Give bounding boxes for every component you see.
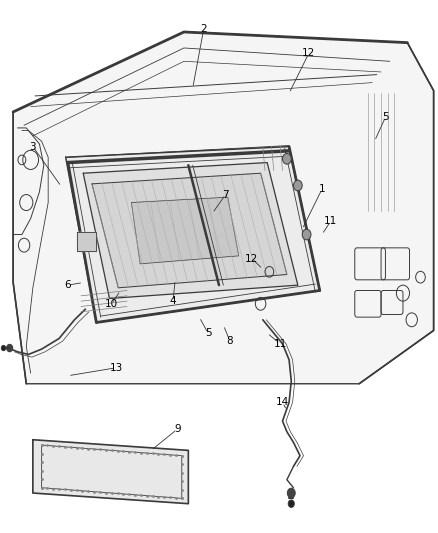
Circle shape [288,500,294,507]
Text: 9: 9 [174,424,181,434]
Text: 12: 12 [302,49,315,58]
Text: 12: 12 [245,254,258,263]
Circle shape [1,345,6,351]
Polygon shape [13,32,434,384]
Text: 5: 5 [205,328,212,338]
Text: 6: 6 [64,280,71,290]
Circle shape [287,488,295,498]
Text: 10: 10 [105,299,118,309]
Text: 11: 11 [274,339,287,349]
Polygon shape [66,147,320,322]
Text: 13: 13 [110,363,123,373]
Polygon shape [33,440,188,504]
Polygon shape [77,232,96,251]
Text: 3: 3 [29,142,36,151]
Polygon shape [92,173,287,288]
Text: 8: 8 [226,336,233,346]
Circle shape [302,229,311,240]
Polygon shape [83,163,298,298]
Text: 14: 14 [276,398,289,407]
Text: 1: 1 [318,184,325,194]
Circle shape [293,180,302,191]
Text: 11: 11 [324,216,337,226]
Polygon shape [131,197,239,264]
Text: 5: 5 [382,112,389,122]
Text: 2: 2 [200,25,207,34]
Text: 7: 7 [222,190,229,199]
Circle shape [283,154,291,164]
Circle shape [7,344,13,352]
Text: 4: 4 [170,296,177,306]
